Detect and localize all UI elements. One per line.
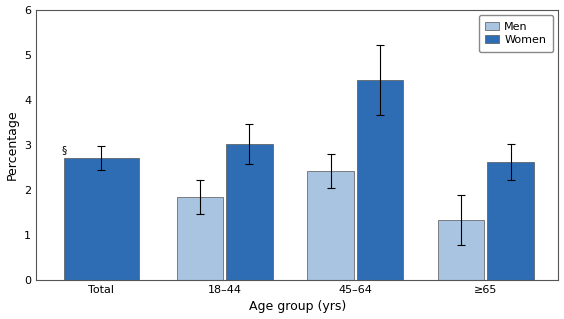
Bar bbox=[487, 162, 534, 280]
Y-axis label: Percentage: Percentage bbox=[6, 109, 19, 180]
Bar bbox=[357, 80, 403, 280]
Bar bbox=[307, 171, 354, 280]
Bar bbox=[226, 144, 272, 280]
Bar bbox=[438, 220, 484, 280]
Text: §: § bbox=[62, 145, 67, 155]
Bar bbox=[177, 197, 223, 280]
Legend: Men, Women: Men, Women bbox=[479, 15, 553, 52]
Bar bbox=[64, 158, 139, 280]
X-axis label: Age group (yrs): Age group (yrs) bbox=[249, 300, 346, 314]
